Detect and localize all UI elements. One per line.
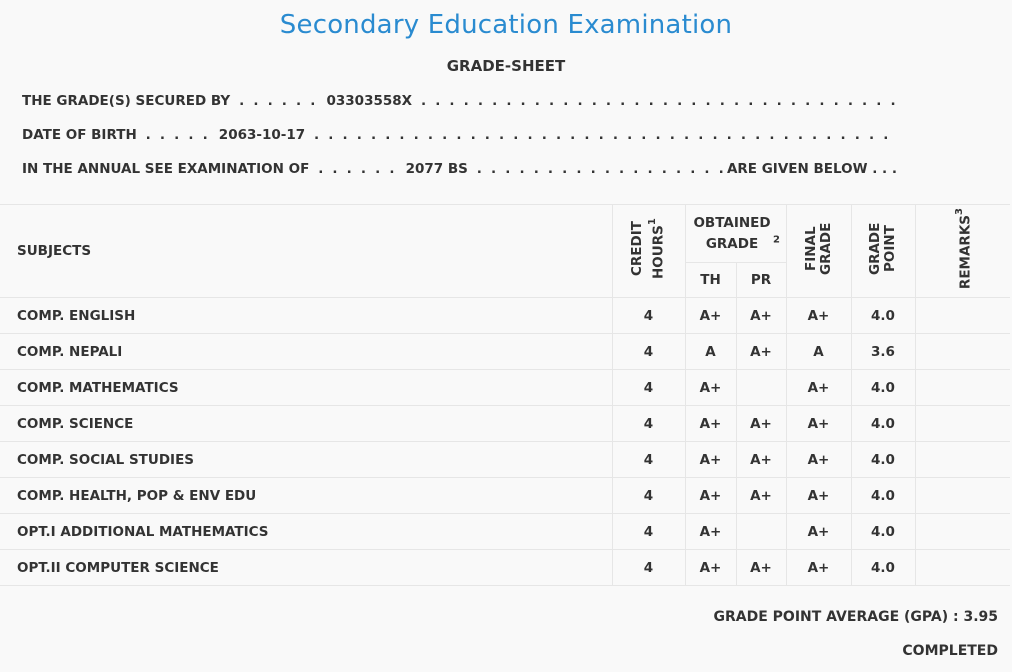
credit-hours: 4: [611, 441, 686, 478]
credit-hours-header: CREDIT HOURS1: [611, 204, 686, 298]
credit-hours: 4: [611, 297, 686, 334]
completion-status: COMPLETED: [902, 643, 998, 659]
remarks: [914, 513, 1010, 550]
remarks: [914, 369, 1010, 406]
grade-point: 4.0: [850, 477, 916, 514]
practical-grade: A+: [735, 477, 787, 514]
secured-by-label: THE GRADE(S) SECURED BY: [22, 93, 231, 109]
table-row: COMP. SOCIAL STUDIES 4 A+ A+ A+ 4.0: [0, 441, 1010, 478]
subject-name: OPT.I ADDITIONAL MATHEMATICS: [0, 513, 613, 550]
dot-leader: . . . . . .: [311, 161, 404, 177]
exam-year: 2077 BS: [405, 161, 468, 177]
subject-name: COMP. MATHEMATICS: [0, 369, 613, 406]
table-row: COMP. SCIENCE 4 A+ A+ A+ 4.0: [0, 405, 1010, 442]
given-below-text: ARE GIVEN BELOW . . .: [726, 161, 897, 177]
subject-name: COMP. SOCIAL STUDIES: [0, 441, 613, 478]
credit-hours: 4: [611, 549, 686, 586]
pr-header: PR: [735, 262, 786, 298]
page-title: Secondary Education Examination: [279, 10, 733, 40]
gpa-value: 3.95: [963, 609, 998, 625]
table-row: COMP. NEPALI 4 A A+ A 3.6: [0, 333, 1010, 370]
final-grade: A: [785, 333, 852, 370]
theory-grade: A+: [684, 513, 737, 550]
theory-grade: A+: [684, 477, 737, 514]
practical-grade: A+: [735, 405, 787, 442]
subject-name: COMP. NEPALI: [0, 333, 613, 370]
subjects-header: SUBJECTS: [0, 204, 613, 298]
grade-point: 4.0: [850, 513, 916, 550]
final-grade: A+: [785, 549, 852, 586]
theory-grade: A+: [684, 441, 737, 478]
table-row: OPT.I ADDITIONAL MATHEMATICS 4 A+ A+ 4.0: [0, 513, 1010, 550]
dob-label: DATE OF BIRTH: [22, 127, 137, 143]
grade-point: 4.0: [850, 297, 916, 334]
theory-grade: A+: [684, 297, 737, 334]
theory-grade: A+: [684, 405, 737, 442]
remarks: [914, 477, 1010, 514]
page-subtitle: GRADE-SHEET: [446, 57, 566, 75]
gpa-summary: GRADE POINT AVERAGE (GPA) : 3.95: [714, 609, 999, 625]
practical-grade: A+: [735, 333, 787, 370]
practical-grade: A+: [735, 297, 787, 334]
gpa-label: GRADE POINT AVERAGE (GPA) :: [713, 609, 964, 625]
table-row: OPT.II COMPUTER SCIENCE 4 A+ A+ A+ 4.0: [0, 549, 1010, 586]
remarks: [914, 441, 1010, 478]
symbol-number: 03303558X: [326, 93, 413, 109]
table-row: COMP. MATHEMATICS 4 A+ A+ 4.0: [0, 369, 1010, 406]
final-grade: A+: [785, 369, 852, 406]
grade-point-header: GRADE POINT: [850, 204, 916, 298]
remarks: [914, 297, 1010, 334]
theory-grade: A+: [684, 369, 737, 406]
credit-hours: 4: [611, 333, 686, 370]
subject-name: OPT.II COMPUTER SCIENCE: [0, 549, 613, 586]
credit-hours: 4: [611, 513, 686, 550]
dot-leader: . . . . . . . . . . . . . . . . . . . . …: [476, 161, 727, 177]
dob-line: DATE OF BIRTH . . . . . 2063-10-17 . . .…: [22, 127, 897, 143]
subject-name: COMP. ENGLISH: [0, 297, 613, 334]
secured-by-line: THE GRADE(S) SECURED BY . . . . . . 0330…: [22, 93, 897, 109]
dot-leader: . . . . . . . . . . . . . . . . . . . . …: [420, 93, 897, 109]
remarks: [914, 333, 1010, 370]
obtained-grade-header: OBTAINED GRADE 2: [684, 204, 787, 263]
theory-grade: A+: [684, 549, 737, 586]
grade-point: 3.6: [850, 333, 916, 370]
credit-hours: 4: [611, 369, 686, 406]
grade-table: SUBJECTS CREDIT HOURS1 OBTAINED GRADE 2 F…: [0, 204, 1010, 586]
credit-hours: 4: [611, 405, 686, 442]
final-grade: A+: [785, 297, 852, 334]
dot-leader: . . . . . .: [232, 93, 325, 109]
grade-point: 4.0: [850, 369, 916, 406]
remarks: [914, 549, 1010, 586]
final-grade: A+: [785, 513, 852, 550]
theory-grade: A: [684, 333, 737, 370]
practical-grade: A+: [735, 549, 787, 586]
practical-grade: A+: [735, 441, 787, 478]
final-grade-header: FINAL GRADE: [785, 204, 852, 298]
final-grade: A+: [785, 405, 852, 442]
subject-name: COMP. HEALTH, POP & ENV EDU: [0, 477, 613, 514]
final-grade: A+: [785, 477, 852, 514]
remarks: [914, 405, 1010, 442]
th-header: TH: [685, 262, 737, 298]
dob-value: 2063-10-17: [218, 127, 306, 143]
grade-point: 4.0: [850, 441, 916, 478]
dot-leader: . . . . .: [138, 127, 217, 143]
table-row: COMP. HEALTH, POP & ENV EDU 4 A+ A+ A+ 4…: [0, 477, 1010, 514]
final-grade: A+: [785, 441, 852, 478]
dot-leader: . . . . . . . . . . . . . . . . . . . . …: [314, 127, 897, 143]
practical-grade: [735, 369, 787, 406]
practical-grade: [735, 513, 787, 550]
table-row: COMP. ENGLISH 4 A+ A+ A+ 4.0: [0, 297, 1010, 334]
remarks-header: REMARKS3: [914, 204, 1010, 298]
subject-name: COMP. SCIENCE: [0, 405, 613, 442]
credit-hours: 4: [611, 477, 686, 514]
grade-point: 4.0: [850, 549, 916, 586]
grade-point: 4.0: [850, 405, 916, 442]
exam-label: IN THE ANNUAL SEE EXAMINATION OF: [22, 161, 310, 177]
exam-line: IN THE ANNUAL SEE EXAMINATION OF . . . .…: [22, 161, 897, 177]
